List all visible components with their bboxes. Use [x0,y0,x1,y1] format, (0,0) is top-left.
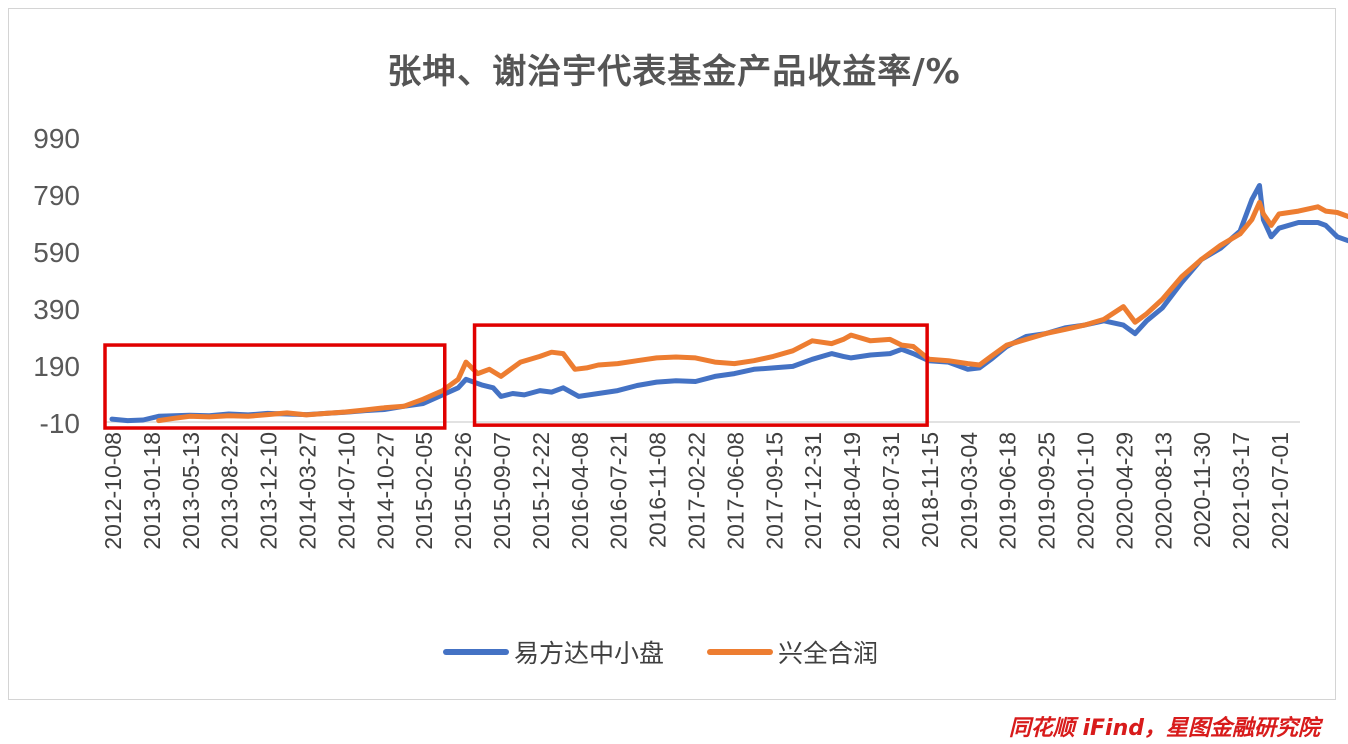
x-tick-label: 2018-04-19 [839,432,865,550]
x-tick-label: 2015-09-07 [489,432,515,550]
x-tick-label: 2016-11-08 [645,432,671,548]
series-line-xingquan [156,200,1348,424]
x-tick-label: 2013-05-13 [178,432,204,550]
x-tick-label: 2014-10-27 [372,432,398,550]
x-tick-label: 2015-02-05 [411,432,437,550]
x-tick-label: 2012-10-08 [100,432,126,550]
x-tick-label: 2018-11-15 [917,432,943,548]
y-tick-label: 990 [33,123,80,154]
x-tick-label: 2020-01-10 [1073,432,1099,550]
chart-frame [8,8,1336,700]
x-tick-label: 2019-03-04 [956,432,982,550]
legend-label: 兴全合润 [778,639,878,668]
x-tick-label: 2019-09-25 [1034,432,1060,550]
x-tick-label: 2016-07-21 [606,432,632,550]
series-line-yifangda [109,183,1348,424]
x-tick-label: 2021-07-01 [1267,432,1293,550]
y-tick-label: 590 [33,237,80,268]
highlight-box [103,343,447,430]
y-tick-label: 790 [33,180,80,211]
y-tick-label: 190 [33,351,80,382]
x-tick-label: 2013-12-10 [256,432,282,550]
legend-label: 易方达中小盘 [514,639,664,668]
x-tick-label: 2020-08-13 [1150,432,1176,550]
x-tick-label: 2016-04-08 [567,432,593,550]
x-tick-label: 2013-01-18 [139,432,165,550]
x-tick-label: 2019-06-18 [995,432,1021,550]
x-tick-label: 2020-11-30 [1189,432,1215,548]
x-tick-label: 2021-03-17 [1228,432,1254,550]
y-tick-label: 390 [33,294,80,325]
x-tick-label: 2014-07-10 [333,432,359,550]
x-tick-label: 2018-07-31 [878,432,904,550]
x-tick-label: 2015-05-26 [450,432,476,550]
x-tick-label: 2014-03-27 [295,432,321,550]
x-tick-label: 2015-12-22 [528,432,554,550]
x-tick-label: 2017-06-08 [722,432,748,550]
x-tick-label: 2017-12-31 [800,432,826,550]
chart-title: 张坤、谢治宇代表基金产品收益率/% [387,52,961,92]
y-tick-label: -10 [40,408,80,439]
x-tick-label: 2013-08-22 [217,432,243,550]
x-tick-label: 2017-02-22 [684,432,710,550]
highlight-box [472,323,929,427]
x-tick-label: 2020-04-29 [1111,432,1137,550]
source-note: 同花顺 iFind，星图金融研究院 [1008,716,1320,741]
x-tick-label: 2017-09-15 [761,432,787,550]
